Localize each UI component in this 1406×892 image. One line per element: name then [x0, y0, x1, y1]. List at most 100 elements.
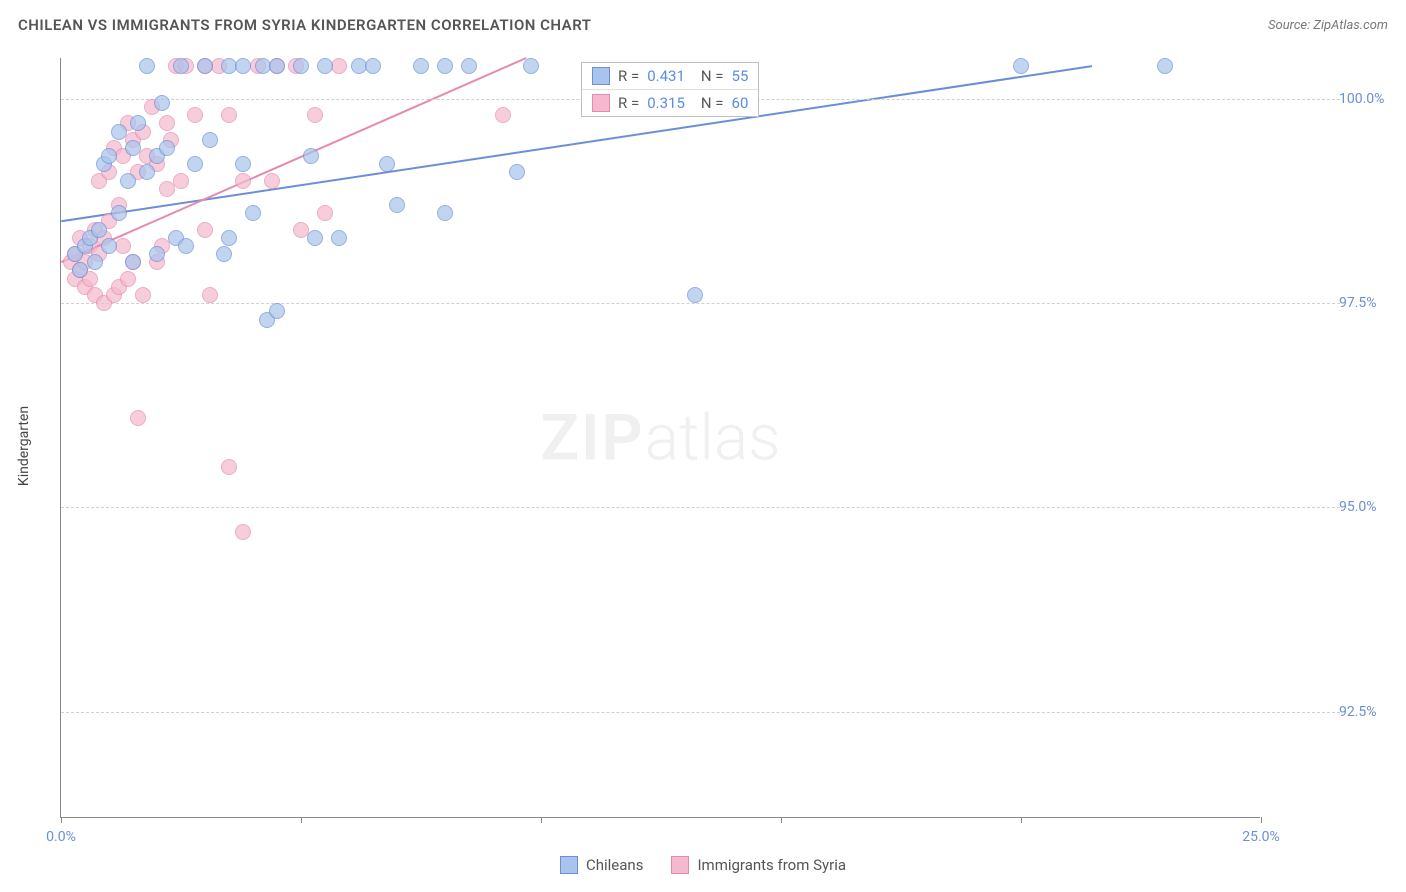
data-point	[437, 205, 453, 221]
data-point	[509, 164, 525, 180]
legend-item: Chileans	[560, 856, 643, 874]
data-point	[495, 107, 511, 123]
data-point	[221, 107, 237, 123]
data-point	[202, 287, 218, 303]
data-point	[413, 58, 429, 74]
data-point	[72, 262, 88, 278]
data-point	[149, 246, 165, 262]
data-point	[307, 230, 323, 246]
data-point	[303, 148, 319, 164]
data-point	[317, 205, 333, 221]
data-point	[269, 303, 285, 319]
stat-n-value: 60	[732, 94, 749, 112]
data-point	[269, 58, 285, 74]
legend-label: Chileans	[586, 856, 643, 874]
data-point	[159, 181, 175, 197]
data-point	[130, 115, 146, 131]
data-point	[101, 238, 117, 254]
data-point	[221, 230, 237, 246]
data-point	[235, 524, 251, 540]
data-point	[307, 107, 323, 123]
stat-r-value: 0.431	[647, 67, 685, 85]
data-point	[173, 58, 189, 74]
data-point	[101, 148, 117, 164]
x-tick-mark	[1261, 817, 1262, 823]
x-tick-mark	[61, 817, 62, 823]
watermark: ZIPatlas	[540, 400, 780, 475]
legend-swatch	[560, 856, 578, 874]
gridline	[61, 303, 1340, 304]
gridline	[61, 507, 1340, 508]
data-point	[389, 197, 405, 213]
data-point	[197, 222, 213, 238]
data-point	[139, 58, 155, 74]
legend-swatch	[592, 67, 610, 85]
data-point	[130, 410, 146, 426]
legend-label: Immigrants from Syria	[697, 856, 846, 874]
data-point	[331, 58, 347, 74]
data-point	[365, 58, 381, 74]
data-point	[317, 58, 333, 74]
stat-r-value: 0.315	[647, 94, 685, 112]
data-point	[461, 58, 477, 74]
x-tick-mark	[541, 817, 542, 823]
data-point	[178, 238, 194, 254]
data-point	[331, 230, 347, 246]
stat-n-label: N =	[701, 67, 724, 85]
source-attribution: Source: ZipAtlas.com	[1268, 18, 1388, 33]
scatter-plot-area: ZIPatlas 92.5%95.0%97.5%100.0%0.0%25.0%R…	[60, 58, 1260, 818]
stats-row: R = 0.431 N = 55	[582, 63, 758, 89]
x-tick-mark	[1021, 817, 1022, 823]
data-point	[221, 459, 237, 475]
stat-r-label: R =	[618, 94, 639, 112]
data-point	[235, 173, 251, 189]
stat-n-label: N =	[701, 94, 724, 112]
data-point	[216, 246, 232, 262]
legend-swatch	[671, 856, 689, 874]
data-point	[159, 115, 175, 131]
x-tick-label: 25.0%	[1242, 829, 1280, 845]
data-point	[1157, 58, 1173, 74]
data-point	[523, 58, 539, 74]
chart-title: CHILEAN VS IMMIGRANTS FROM SYRIA KINDERG…	[18, 16, 591, 34]
chart-legend: Chileans Immigrants from Syria	[560, 856, 846, 874]
x-tick-mark	[781, 817, 782, 823]
data-point	[264, 173, 280, 189]
data-point	[197, 58, 213, 74]
chart-header: CHILEAN VS IMMIGRANTS FROM SYRIA KINDERG…	[18, 16, 1388, 34]
stats-row: R = 0.315 N = 60	[582, 89, 758, 116]
legend-item: Immigrants from Syria	[671, 856, 846, 874]
data-point	[139, 164, 155, 180]
stat-n-value: 55	[732, 67, 749, 85]
data-point	[202, 132, 218, 148]
data-point	[437, 58, 453, 74]
data-point	[187, 156, 203, 172]
data-point	[87, 254, 103, 270]
data-point	[111, 205, 127, 221]
data-point	[1013, 58, 1029, 74]
data-point	[173, 173, 189, 189]
data-point	[235, 156, 251, 172]
data-point	[135, 287, 151, 303]
data-point	[159, 140, 175, 156]
data-point	[235, 58, 251, 74]
stat-r-label: R =	[618, 67, 639, 85]
y-axis-label: Kindergarten	[16, 406, 32, 486]
x-tick-label: 0.0%	[46, 829, 76, 845]
data-point	[120, 173, 136, 189]
data-point	[245, 205, 261, 221]
gridline	[61, 712, 1340, 713]
data-point	[687, 287, 703, 303]
data-point	[379, 156, 395, 172]
data-point	[115, 238, 131, 254]
data-point	[120, 271, 136, 287]
data-point	[187, 107, 203, 123]
data-point	[111, 124, 127, 140]
x-tick-mark	[301, 817, 302, 823]
legend-swatch	[592, 94, 610, 112]
data-point	[125, 140, 141, 156]
data-point	[154, 95, 170, 111]
data-point	[293, 58, 309, 74]
data-point	[125, 254, 141, 270]
stats-box: R = 0.431 N = 55 R = 0.315 N = 60	[581, 62, 759, 117]
